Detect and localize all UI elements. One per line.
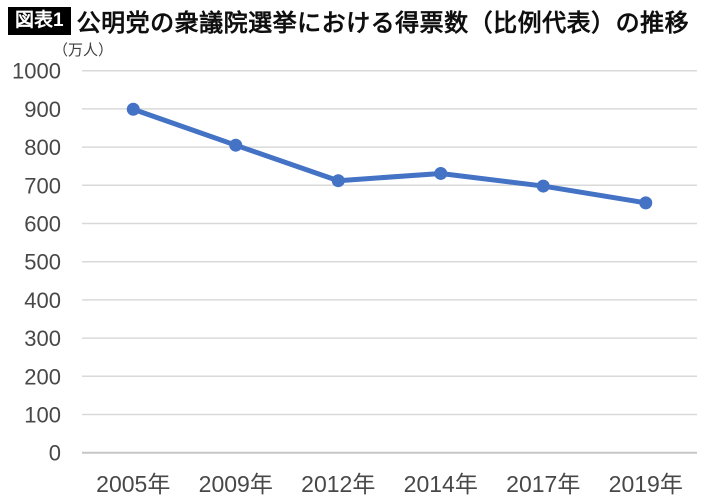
y-tick-label: 1000: [12, 59, 61, 84]
figure-header: 図表1 公明党の衆議院選挙における得票数（比例代表）の推移: [8, 3, 689, 38]
figure-title: 公明党の衆議院選挙における得票数（比例代表）の推移: [76, 10, 690, 37]
y-tick-label: 500: [24, 250, 61, 275]
data-point: [229, 138, 243, 152]
x-tick-label: 2012年: [301, 471, 375, 497]
x-tick-label: 2014年: [404, 471, 478, 497]
x-tick-label: 2005年: [96, 471, 170, 497]
data-point: [434, 166, 448, 180]
data-point: [331, 174, 345, 188]
x-tick-label: 2019年: [609, 471, 683, 497]
y-tick-label: 400: [24, 288, 61, 313]
y-axis-unit-label: （万人）: [53, 42, 114, 59]
y-tick-label: 900: [24, 97, 61, 122]
x-tick-label: 2017年: [506, 471, 580, 497]
y-tick-label: 700: [24, 173, 61, 198]
x-tick-label: 2009年: [199, 471, 273, 497]
data-point: [126, 102, 140, 116]
y-tick-label: 300: [24, 326, 61, 351]
trend-line: [130, 106, 649, 206]
y-tick-label: 0: [49, 441, 61, 466]
y-tick-label: 600: [24, 212, 61, 237]
y-tick-label: 100: [24, 403, 61, 428]
data-point: [639, 196, 653, 210]
y-tick-label: 800: [24, 135, 61, 160]
y-tick-label: 200: [24, 364, 61, 389]
figure-number-badge: 図表1: [8, 6, 71, 35]
data-point: [536, 179, 550, 193]
